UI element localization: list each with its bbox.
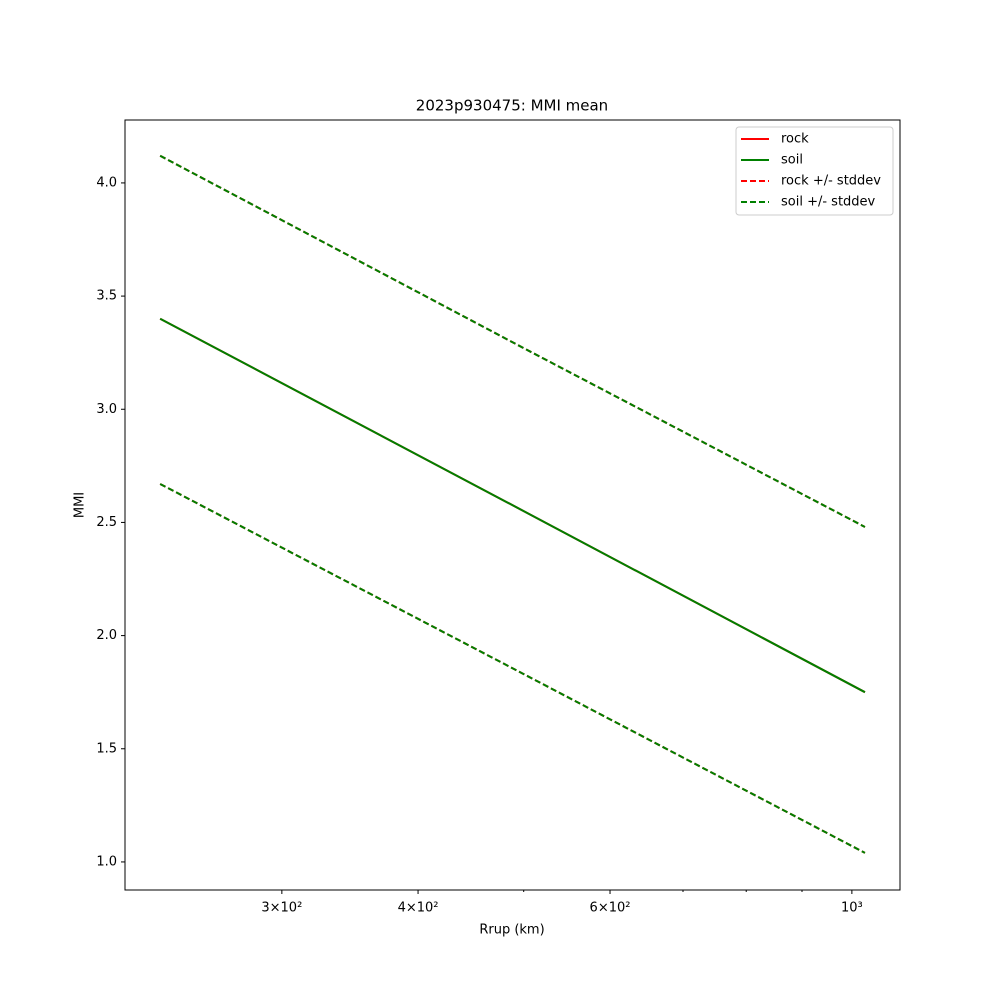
y-axis-label: MMI xyxy=(73,492,88,518)
y-tick-label: 4.0 xyxy=(96,175,117,190)
y-tick-label: 1.0 xyxy=(96,854,117,869)
legend: rock soil rock +/- stddev soil +/- stddev xyxy=(735,126,894,216)
x-tick-label: 3×10² xyxy=(261,901,302,916)
chart-title: 2023p930475: MMI mean xyxy=(416,97,608,115)
y-tick-label: 3.0 xyxy=(96,402,117,417)
legend-label: soil +/- stddev xyxy=(781,195,876,210)
x-tick-label: 6×10² xyxy=(590,901,631,916)
data-line xyxy=(159,483,866,854)
x-tick-label: 10³ xyxy=(841,901,863,916)
y-tick-label: 3.5 xyxy=(96,289,117,304)
x-tick-label: 4×10² xyxy=(398,901,439,916)
legend-box xyxy=(735,126,894,216)
data-line xyxy=(159,154,866,528)
y-tick-label: 2.5 xyxy=(96,515,117,530)
y-tick-label: 2.0 xyxy=(96,628,117,643)
legend-label: soil xyxy=(781,153,803,168)
legend-label: rock +/- stddev xyxy=(781,174,881,189)
data-line xyxy=(159,317,866,694)
x-axis-label: Rrup (km) xyxy=(479,923,544,938)
y-tick-label: 1.5 xyxy=(96,741,117,756)
legend-label: rock xyxy=(781,132,809,147)
plot-frame xyxy=(124,119,901,891)
